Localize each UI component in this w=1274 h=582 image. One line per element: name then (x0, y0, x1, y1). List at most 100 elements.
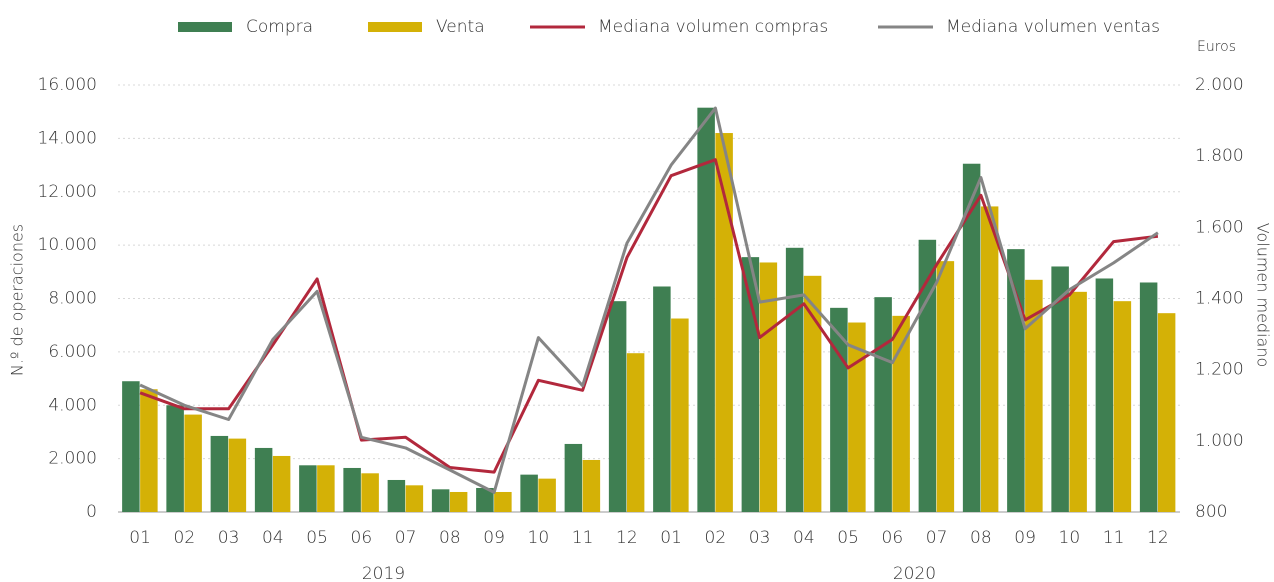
y-tick-label: 2.000 (48, 449, 97, 469)
y-tick-label: 14.000 (38, 128, 97, 148)
y-tick-label: 6.000 (48, 342, 97, 362)
bar (1095, 278, 1114, 512)
y-tick-label: 4.000 (48, 395, 97, 415)
x-tick-label: 11 (1103, 528, 1125, 548)
bar (476, 487, 494, 512)
bar (299, 465, 317, 512)
x-tick-label: 07 (926, 528, 948, 548)
bar (1051, 266, 1069, 512)
y-axis-title: N.º de operaciones (8, 224, 27, 376)
bar (210, 435, 229, 512)
bar (520, 474, 538, 512)
bar (405, 485, 424, 512)
bar (608, 301, 627, 512)
x-tick-label: 02 (705, 528, 727, 548)
x-tick-label: 06 (351, 528, 373, 548)
x-tick-label: 05 (837, 528, 859, 548)
bar (228, 438, 247, 512)
x-tick-label: 09 (1014, 528, 1036, 548)
y-tick-label: 0 (86, 502, 97, 522)
legend-label: Venta (436, 17, 485, 37)
bar (715, 133, 733, 512)
x-tick-label: 12 (616, 528, 638, 548)
x-tick-label: 06 (882, 528, 904, 548)
bar (387, 479, 406, 512)
bar (759, 262, 778, 512)
y2-tick-label: 1.200 (1195, 360, 1244, 380)
x-tick-label: 08 (439, 528, 461, 548)
bar (272, 455, 291, 512)
bar (1007, 249, 1025, 513)
legend-label: Compra (246, 17, 313, 37)
y2-tick-label: 800 (1195, 502, 1227, 522)
x-tick-label: 04 (262, 528, 284, 548)
bar (582, 459, 601, 512)
bar (626, 353, 645, 512)
bar (671, 318, 689, 512)
bar (538, 478, 556, 512)
legend-label: Mediana volumen ventas (946, 17, 1160, 37)
x-tick-label: 02 (174, 528, 196, 548)
bar (1139, 282, 1158, 512)
y-tick-label: 16.000 (38, 75, 97, 95)
bar (1069, 291, 1087, 512)
x-tick-label: 03 (218, 528, 240, 548)
y2-tick-label: 2.000 (1195, 75, 1244, 95)
x-tick-label: 04 (793, 528, 815, 548)
x-tick-label: 07 (395, 528, 417, 548)
legend-swatch (368, 22, 422, 32)
bar (166, 405, 184, 512)
y2-tick-label: 1.400 (1195, 289, 1244, 309)
bar (785, 247, 804, 512)
x-tick-label: 12 (1147, 528, 1169, 548)
bar (936, 261, 955, 512)
bar (494, 491, 512, 512)
bar (122, 381, 140, 512)
bar (830, 307, 848, 512)
x-tick-label: 11 (572, 528, 594, 548)
y2-tick-label: 1.000 (1195, 431, 1244, 451)
x-tick-label: 01 (660, 528, 682, 548)
y2-axis-title: Volumen mediano (1254, 223, 1273, 368)
y2-tick-label: 1.800 (1195, 146, 1244, 166)
x-tick-label: 10 (1059, 528, 1081, 548)
y2-unit: Euros (1197, 39, 1236, 55)
y-tick-label: 12.000 (38, 182, 97, 202)
bar (564, 443, 583, 512)
bar (317, 465, 335, 512)
bar (449, 491, 468, 512)
x-tick-label: 10 (528, 528, 550, 548)
line (139, 106, 1159, 494)
bar (431, 489, 450, 512)
y-tick-label: 10.000 (38, 235, 97, 255)
x-tick-label: 09 (483, 528, 505, 548)
legend-swatch (178, 22, 232, 32)
group-label: 2020 (893, 564, 936, 582)
bar (1157, 313, 1176, 512)
line (139, 158, 1159, 474)
bar (343, 467, 361, 512)
legend-label: Mediana volumen compras (598, 17, 828, 37)
bar (874, 297, 892, 512)
y2-tick-label: 1.600 (1195, 217, 1244, 237)
x-tick-label: 05 (306, 528, 328, 548)
bar (697, 107, 715, 512)
bar (962, 163, 981, 512)
bar (1025, 279, 1043, 512)
x-tick-label: 03 (749, 528, 771, 548)
bar (803, 275, 822, 512)
bar (848, 322, 866, 512)
x-tick-label: 01 (129, 528, 151, 548)
bar (892, 315, 910, 512)
bar (361, 473, 379, 512)
group-label: 2019 (362, 564, 405, 582)
bar (140, 389, 158, 512)
bar (1113, 301, 1132, 512)
y-tick-label: 8.000 (48, 289, 97, 309)
x-tick-label: 08 (970, 528, 992, 548)
bar (653, 286, 671, 512)
bar (254, 447, 273, 512)
bar (980, 206, 999, 512)
bar (184, 414, 202, 512)
